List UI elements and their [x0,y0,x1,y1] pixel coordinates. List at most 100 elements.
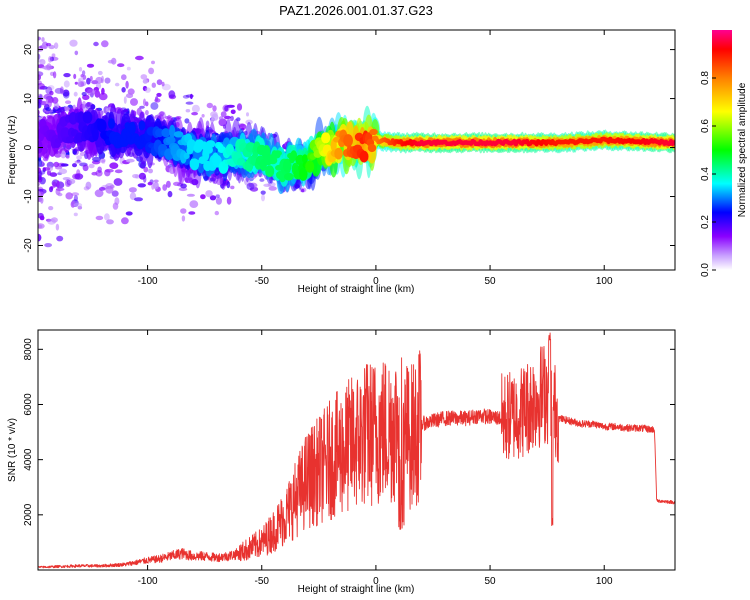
noise-blob [185,109,191,113]
noise-blob [55,223,60,231]
noise-blob [150,102,159,110]
ridge-cell [359,150,369,163]
noise-blob [59,86,64,95]
noise-blob [83,186,90,191]
noise-blob [94,90,101,98]
noise-blob [45,218,52,222]
noise-blob [134,197,143,202]
noise-blob [85,181,92,190]
noise-blob [82,74,87,80]
noise-blob [79,151,86,157]
spectrogram-y-label: Frequency (Hz) [7,116,18,185]
ridge-cell [299,167,308,181]
ridge-cell [169,124,176,138]
ridge-cell [92,126,99,141]
x-tick-label: -100 [138,276,158,287]
noise-blob [106,219,114,225]
noise-blob [156,79,163,86]
ridge-cell [205,140,216,148]
ridge-cell [77,111,85,126]
noise-blob [38,83,45,90]
ridge-cell [265,165,275,178]
noise-blob [47,218,56,225]
ridge-cell [155,128,164,138]
snr-x-label: Height of straight line (km) [298,584,415,595]
noise-blob [78,77,84,82]
noise-blob [95,215,104,221]
noise-blob [263,183,272,187]
snr-frame [37,329,676,571]
noise-blob [154,98,161,103]
noise-blob [182,94,190,99]
noise-blob [168,90,176,99]
noise-blob [69,39,78,47]
noise-blob [72,163,77,168]
colorbar-tick-label: 0.2 [700,215,711,229]
noise-blob [178,187,188,192]
noise-blob [200,194,206,200]
noise-blob [113,178,123,186]
noise-blob [268,186,277,191]
noise-blob [74,81,78,85]
noise-blob [53,24,58,28]
noise-blob [49,90,54,96]
noise-blob [212,105,217,112]
noise-blob [38,36,41,41]
noise-blob [62,177,71,181]
x-tick-label: -100 [138,576,158,587]
noise-blob [77,79,82,86]
noise-blob [56,235,64,242]
noise-blob [56,180,60,188]
noise-blob [128,187,137,193]
colorbar: 0.0 0.2 0.4 0.6 0.8 Normalized spectral ampl… [700,30,748,277]
noise-blob [55,187,65,191]
noise-blob [218,118,228,127]
ridge-cell [290,150,298,162]
snr-series-line [38,332,675,569]
noise-blob [142,79,148,84]
noise-blob [230,185,235,190]
y-tick-label: 2000 [23,503,34,526]
noise-blob [148,168,153,174]
noise-blob [92,156,101,162]
noise-blob [123,108,128,113]
noise-blob [74,160,82,164]
colorbar-tick-label: 0.8 [700,71,711,85]
noise-blob [86,88,96,96]
noise-blob [114,197,120,206]
noise-blob [91,171,98,176]
noise-blob [38,223,45,229]
noise-blob [73,91,78,97]
noise-blob [226,181,231,189]
ridge-cell [108,118,115,129]
noise-blob [145,110,149,116]
x-tick-label: -50 [255,276,270,287]
ridge-cell [369,128,378,136]
noise-blob [94,189,104,198]
spectrogram-heatmap [38,24,675,248]
noise-blob [132,174,139,179]
noise-blob [121,74,127,81]
noise-blob [180,183,187,189]
noise-blob [236,103,243,111]
noise-blob [54,87,64,94]
noise-blob [147,181,153,186]
noise-blob [63,73,71,78]
noise-blob [73,212,78,217]
noise-blob [74,173,84,180]
noise-blob [125,158,135,163]
noise-blob [107,59,115,64]
noise-blob [60,150,67,159]
noise-blob [41,37,45,42]
noise-blob [50,186,54,190]
noise-blob [153,181,159,190]
ridge-cell [671,140,675,145]
ridge-cell [305,160,315,173]
noise-blob [104,213,110,221]
noise-blob [129,192,137,200]
noise-blob [81,70,86,76]
noise-blob [73,195,78,202]
noise-blob [64,179,71,188]
noise-blob [104,168,114,173]
